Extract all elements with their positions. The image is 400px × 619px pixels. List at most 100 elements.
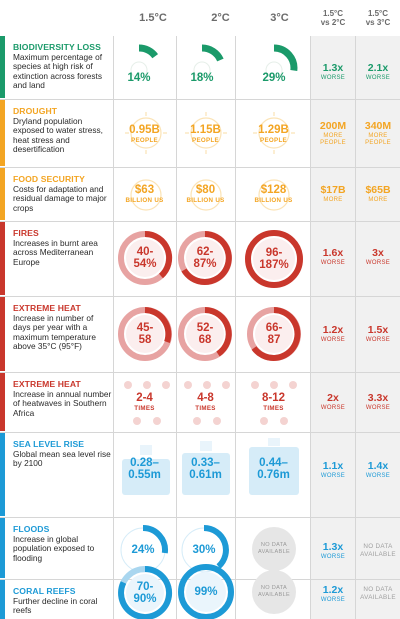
value-1-5c: $63 — [134, 184, 155, 196]
water-level-icon — [249, 438, 299, 495]
ratio-vs-2c: 1.3x WORSE — [311, 58, 355, 86]
category-bar — [0, 297, 5, 371]
divider — [355, 36, 356, 619]
heat-pattern-icon — [184, 381, 230, 425]
value-2c-low: 0.33– — [191, 457, 220, 469]
header-compare-3c: 1.5°C vs 3°C — [356, 0, 400, 36]
water-level-icon — [182, 441, 230, 495]
row-label: DROUGHT Dryland population exposed to wa… — [13, 106, 113, 154]
no-data-label: NO DATA — [363, 586, 393, 593]
ring-chart — [193, 44, 224, 79]
ratio-unit: MORE — [323, 133, 343, 139]
ratio-value: 1.2x — [322, 323, 344, 336]
row-title: CORAL REEFS — [13, 586, 76, 596]
table-header: 1.5°C 2°C 3°C 1.5°C vs 2°C 1.5°C vs 3°C — [0, 0, 400, 36]
category-bar — [0, 168, 5, 220]
header-compare-2c-line2: vs 2°C — [320, 18, 346, 27]
value-3c: 1.29B — [258, 124, 289, 136]
no-data-label: NO DATA — [363, 543, 393, 550]
ring-chart — [118, 565, 173, 619]
row-description: Increases in burnt area across Mediterra… — [13, 238, 98, 267]
no-data-label: NO DATA — [260, 542, 288, 548]
water-level-icon — [122, 445, 170, 495]
wheat-icon — [258, 179, 290, 211]
ratio-unit: WORSE — [365, 336, 391, 343]
ratio-vs-3c: 3.3x WORSE — [356, 387, 400, 417]
no-data-label: AVAILABLE — [257, 549, 291, 555]
value-2c: 18% — [190, 72, 214, 84]
row-description: Global mean sea level rise by 2100 — [13, 449, 111, 469]
ratio-unit: MORE — [368, 133, 388, 139]
ratio-unit: WORSE — [365, 74, 391, 81]
value-1-5c: 0.95B — [129, 124, 160, 136]
impact-table: BIODIVERSITY LOSS Maximum percentage of … — [0, 36, 400, 619]
ratio-unit: MORE — [368, 196, 388, 203]
value-1-5c-high: 58 — [138, 334, 152, 346]
ratio-value: $17B — [320, 183, 346, 196]
ring-chart — [118, 230, 173, 285]
header-2c: 2°C — [211, 12, 230, 24]
ratio-value: 1.2x — [322, 583, 344, 596]
no-data-3c: NO DATA AVAILABLE — [250, 568, 298, 616]
ring-chart — [245, 230, 303, 288]
value-1-5c-high: 90% — [133, 593, 157, 605]
compare-column-bg-2 — [356, 36, 400, 619]
ratio-vs-3c: 3x WORSE — [356, 242, 400, 272]
wheat-icon — [190, 179, 222, 211]
header-compare-2c-line1: 1.5°C — [322, 9, 344, 18]
row-description: Dryland population exposed to water stre… — [13, 116, 103, 154]
sun-icon — [185, 112, 227, 154]
value-unit: BILLION US — [125, 197, 164, 204]
ratio-vs-3c: 1.4x WORSE — [356, 455, 400, 485]
value-1-5c: 2-4 — [136, 392, 153, 404]
ratio-value: 1.4x — [367, 459, 389, 472]
ratio-unit: WORSE — [320, 472, 346, 479]
row-title: DROUGHT — [13, 106, 58, 116]
ring-chart — [178, 564, 234, 619]
ratio-unit: MORE — [323, 196, 343, 203]
value-2c-high: 68 — [198, 334, 212, 346]
ratio-unit: WORSE — [320, 74, 346, 81]
sun-icon — [253, 112, 295, 154]
row-sea-level-rise: SEA LEVEL RISE Global mean sea level ris… — [0, 433, 400, 518]
ratio-vs-3c: 1.5x WORSE — [356, 319, 400, 349]
category-bar — [0, 433, 5, 516]
ratio-vs-2c: $17B MORE — [311, 178, 355, 210]
value-1-5c-high: 54% — [133, 258, 157, 270]
category-bar — [0, 580, 5, 619]
value-unit: BILLION US — [254, 197, 293, 204]
ring-chart — [118, 307, 172, 361]
ratio-unit: WORSE — [365, 472, 391, 479]
ratio-value: 2x — [327, 391, 339, 404]
ratio-vs-2c: 1.6x WORSE — [311, 242, 355, 272]
category-bar — [0, 36, 5, 98]
value-3c-high: 187% — [259, 259, 289, 271]
row-title: FLOODS — [13, 524, 50, 534]
value-3c: 8-12 — [261, 392, 286, 404]
header-compare-2c: 1.5°C vs 2°C — [311, 0, 355, 36]
value-1-5c-low: 0.28– — [130, 457, 159, 469]
value-3c-low: 66- — [265, 322, 283, 334]
value-2c: 30% — [192, 544, 216, 556]
row-label: CORAL REEFS Further decline in coral ree… — [13, 586, 113, 616]
row-description: Increase in annual number of heatwaves i… — [13, 389, 112, 418]
ratio-vs-3c: 2.1x WORSE — [356, 58, 400, 86]
ratio-unit: WORSE — [320, 404, 346, 411]
category-bar — [0, 100, 5, 166]
divider — [310, 36, 311, 619]
ratio-vs-3c: $65B MORE — [356, 178, 400, 210]
value-unit: TIMES — [195, 405, 216, 412]
ratio-value: 1.3x — [322, 540, 344, 553]
value-unit: TIMES — [263, 405, 284, 412]
ratio-unit: WORSE — [365, 404, 391, 411]
row-label: FLOODS Increase in global population exp… — [13, 524, 113, 563]
value-3c-high: 87 — [267, 334, 281, 346]
ring-chart — [178, 307, 232, 361]
category-bar — [0, 373, 5, 431]
value-2c-low: 52- — [196, 322, 214, 334]
wheat-icon — [130, 179, 162, 211]
row-title: FIRES — [13, 228, 39, 238]
row-title: SEA LEVEL RISE — [13, 439, 85, 449]
ratio-value: 200M — [319, 120, 347, 132]
header-1-5c: 1.5°C — [139, 12, 167, 24]
